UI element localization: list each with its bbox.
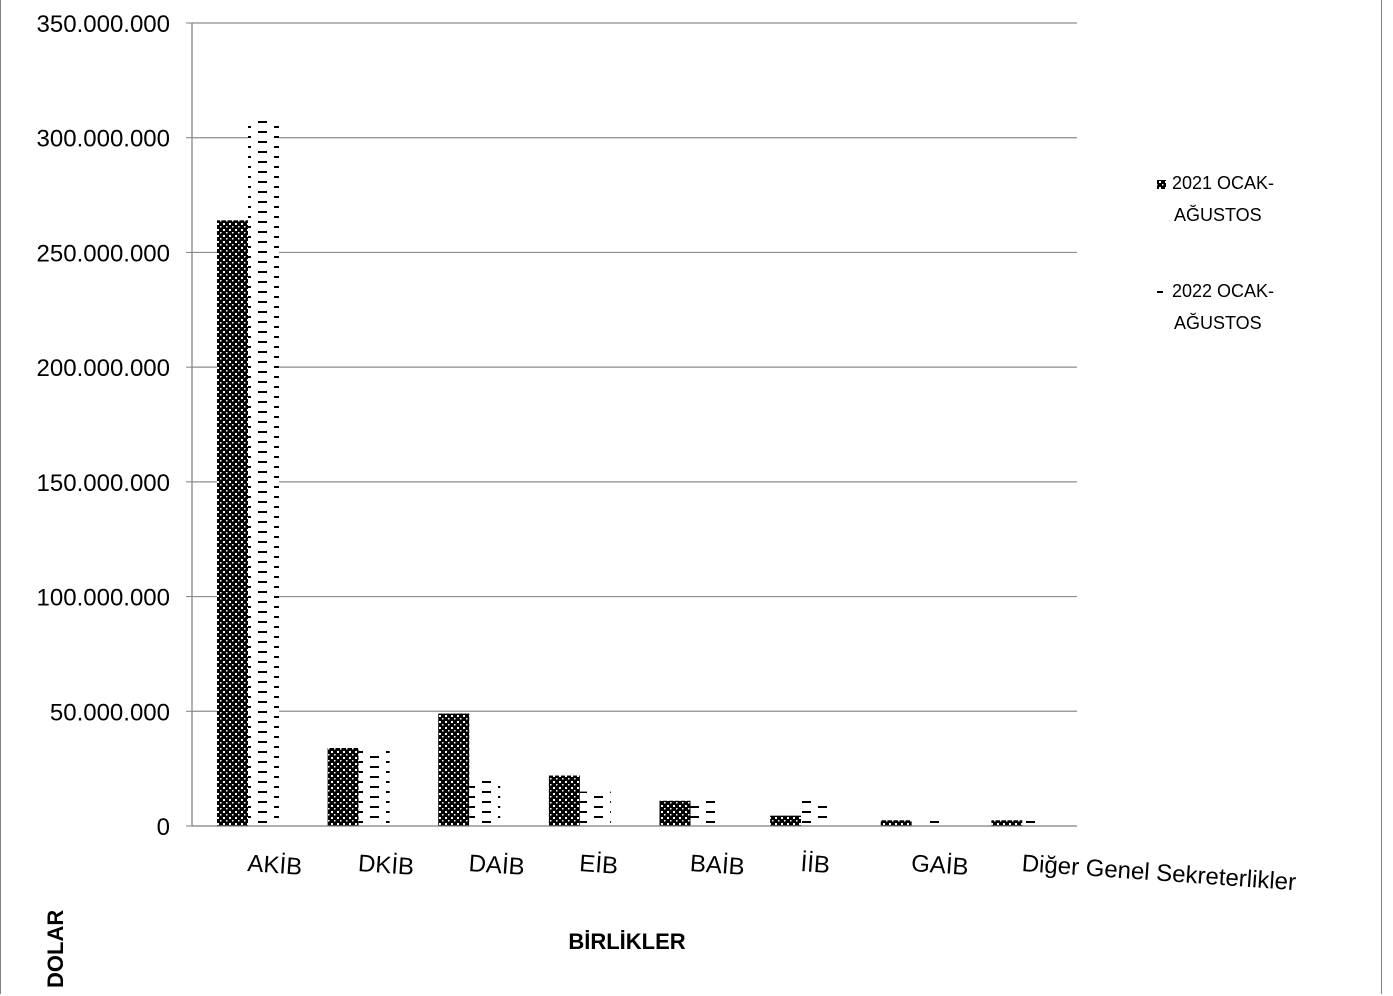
y-tick-label: 0 [157, 814, 170, 841]
bar-series-2022 [801, 800, 833, 826]
y-tick-label: 250.000.000 [37, 240, 170, 267]
y-tick-label: 200.000.000 [37, 355, 170, 382]
y-tick-label: 50.000.000 [50, 699, 170, 726]
bar-series-2021 [880, 820, 912, 826]
bar-series-2021 [217, 220, 248, 826]
bar-series-2022 [248, 119, 279, 827]
bar-series-2022 [469, 780, 501, 826]
legend-label: 2021 OCAK- [1172, 173, 1274, 193]
x-axis-title: BİRLİKLER [568, 929, 685, 954]
x-category-label: AKİB [247, 850, 303, 881]
y-tick-label: 100.000.000 [37, 585, 170, 612]
bar-series-2021 [548, 775, 580, 826]
bar-series-2022 [579, 791, 611, 826]
y-tick-label: 150.000.000 [37, 470, 170, 497]
x-category-label: EİB [578, 850, 618, 880]
legend-label: 2022 OCAK- [1172, 281, 1274, 301]
bar-series-2022 [690, 800, 722, 826]
legend-swatch [1157, 180, 1166, 189]
bar-series-2022 [1022, 820, 1054, 826]
y-tick-label: 350.000.000 [37, 11, 170, 38]
bar-series-2022 [911, 820, 943, 826]
y-axis-title: DOLAR [43, 910, 68, 988]
bar-series-2021 [327, 747, 359, 826]
x-category-label: GAİB [910, 850, 969, 881]
bar-series-2022 [358, 750, 390, 826]
x-category-label: Diğer Genel Sekreterlikler [1021, 850, 1297, 896]
x-category-label: DKİB [357, 850, 415, 881]
bar-series-2021 [659, 800, 691, 826]
legend-label: AĞUSTOS [1174, 312, 1262, 333]
x-category-label: DAİB [468, 850, 526, 881]
bar-series-2021 [991, 820, 1023, 826]
legend-swatch [1157, 288, 1166, 297]
y-tick-label: 300.000.000 [37, 126, 170, 153]
legend-label: AĞUSTOS [1174, 204, 1262, 225]
x-category-label: İİB [800, 850, 831, 879]
bar-series-2021 [438, 713, 470, 826]
bar-series-2021 [770, 815, 802, 826]
x-category-label: BAİB [689, 850, 745, 881]
